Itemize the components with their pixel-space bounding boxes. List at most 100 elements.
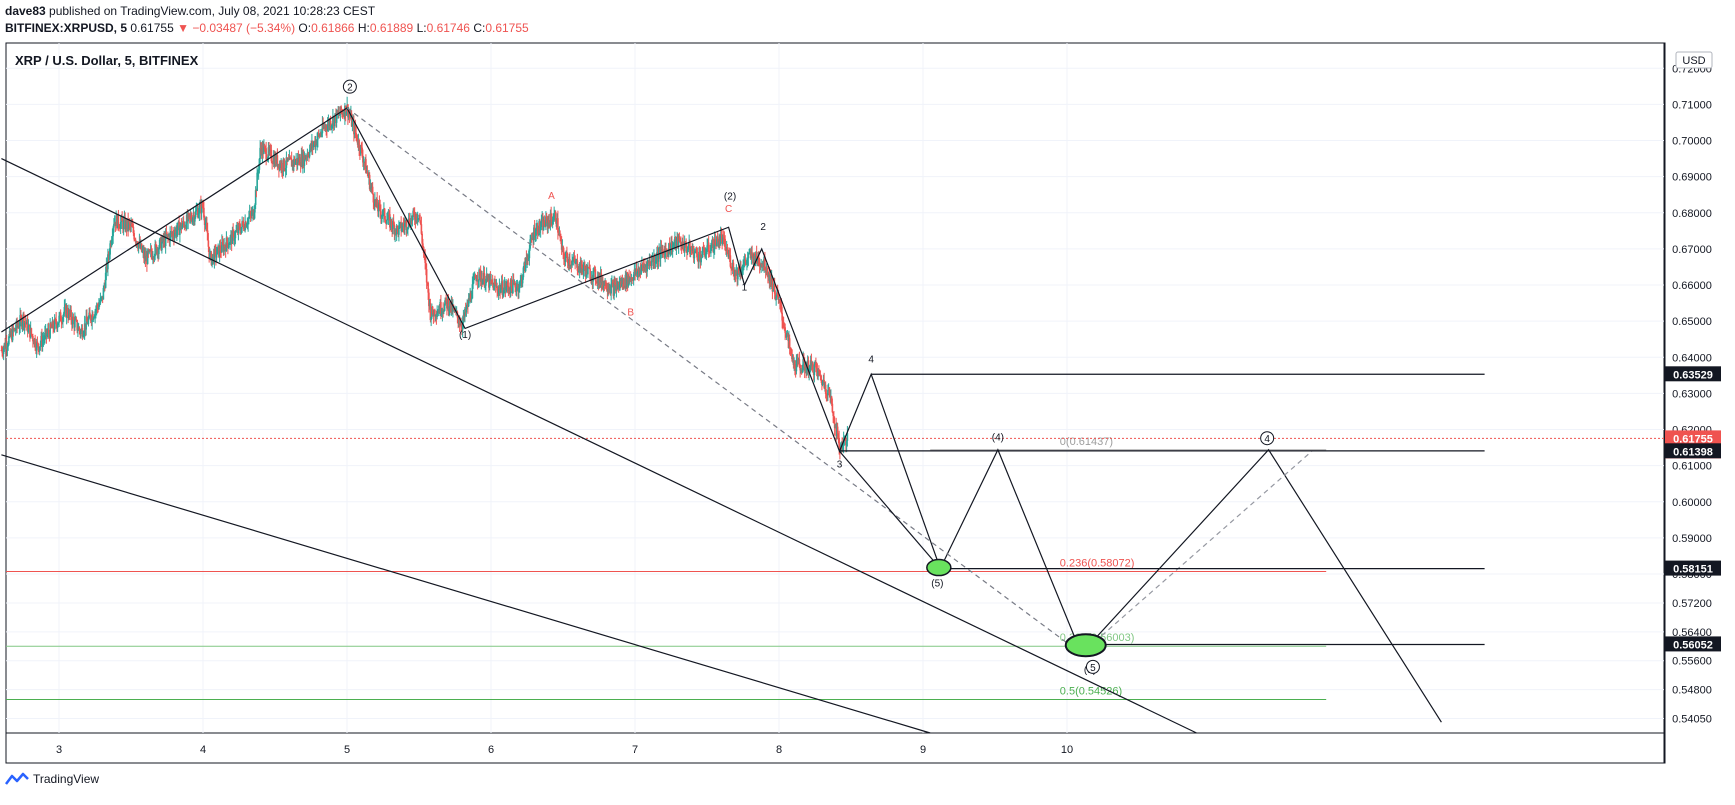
candle-body [830, 396, 833, 404]
candle-body [410, 217, 412, 227]
price-tag-box [1665, 560, 1721, 576]
candle-body [393, 224, 396, 235]
candle-body [505, 286, 507, 290]
wave-label-circle [342, 79, 357, 94]
candle-body [57, 322, 60, 325]
candle-body [799, 364, 801, 371]
candle-body [758, 257, 760, 266]
candle-body [483, 272, 486, 287]
channel-line-lower[interactable] [1, 454, 931, 734]
candle-body [719, 234, 722, 244]
candle-body [482, 279, 484, 285]
target-zone-ellipse[interactable] [1064, 633, 1107, 658]
candle-body [564, 257, 567, 262]
tradingview-logo[interactable]: TradingView [5, 772, 99, 786]
author-name[interactable]: dave83 [5, 4, 46, 18]
elliott-wave-path[interactable] [1, 107, 1442, 723]
candle-body [785, 334, 788, 338]
candle-body [74, 319, 76, 328]
candle-body [563, 251, 565, 259]
candle-body [708, 251, 711, 253]
price-tick-label: 0.57200 [1672, 598, 1712, 610]
candle-body [636, 271, 639, 275]
currency-badge [1675, 51, 1713, 69]
candle-body [341, 112, 344, 115]
candle-body [779, 299, 781, 304]
candle-body [794, 360, 796, 370]
candle-body [405, 221, 408, 230]
candle-body [429, 302, 432, 321]
candle-body [461, 322, 464, 330]
candle-body [239, 225, 241, 231]
candle-body [764, 256, 766, 271]
candle-body [330, 125, 333, 128]
candle-body [797, 357, 799, 360]
candle-body [494, 282, 496, 284]
candle-body [493, 282, 495, 291]
candle-body [153, 256, 156, 259]
candle-body [78, 327, 81, 331]
candle-body [803, 361, 806, 371]
price-tick-label: 0.70000 [1672, 136, 1712, 148]
candle-body [774, 293, 777, 300]
candle-body [650, 260, 653, 266]
candle-body [369, 185, 372, 190]
candle-body [264, 146, 267, 149]
candle-body [56, 324, 59, 328]
candle-body [140, 243, 143, 252]
trend-drawings[interactable] [1, 107, 1485, 734]
fib-retracement[interactable]: 0(0.61437)0.236(0.58072)0.382(0.56003)0.… [6, 436, 1664, 701]
candle-body [113, 223, 115, 228]
wave-connector[interactable] [839, 450, 941, 570]
candle-body [421, 233, 423, 244]
candle-body [635, 268, 638, 275]
candle-body [44, 332, 46, 340]
candle-body [216, 247, 219, 255]
candle-body [646, 262, 648, 272]
candle-body [771, 277, 774, 292]
candle-body [820, 375, 822, 381]
candle-body [281, 162, 283, 172]
channel-line-upper[interactable] [1, 158, 1197, 734]
candle-body [179, 227, 181, 235]
candle-body [234, 231, 237, 239]
candle-body [249, 212, 252, 215]
candle-body [169, 232, 171, 242]
candle-body [557, 232, 560, 236]
candle-body [41, 339, 44, 347]
candle-body [500, 288, 502, 293]
candle-body [317, 133, 319, 140]
candle-body [85, 316, 87, 330]
candle-body [471, 284, 474, 299]
candle-body [325, 125, 327, 129]
candle-body [319, 133, 321, 137]
wave-label: 3 [837, 459, 843, 470]
candle-body [102, 287, 105, 300]
candle-body [685, 242, 687, 248]
candle-body [198, 205, 201, 214]
candle-body [632, 274, 635, 281]
candle-body [340, 106, 342, 113]
candle-body [714, 239, 717, 246]
candle-body [472, 279, 474, 285]
low-label: L: [416, 21, 427, 35]
candle-body [582, 268, 585, 273]
candle-body [467, 297, 470, 307]
candle-body [548, 220, 550, 223]
candle-body [716, 236, 718, 247]
candle-body [653, 256, 656, 264]
candle-body [232, 230, 234, 232]
candle-body [233, 231, 235, 241]
candle-body [782, 322, 785, 327]
candle-body [809, 365, 811, 373]
candle-body [361, 147, 363, 156]
projection-dashed[interactable] [1081, 450, 1313, 654]
target-zone-ellipse[interactable] [926, 558, 952, 577]
candle-body [132, 226, 135, 234]
time-axis[interactable]: 3 4 5 6 7 8 9 10 [56, 744, 1073, 756]
price-axis[interactable]: 0.720000.710000.700000.690000.680000.670… [1672, 63, 1712, 725]
candle-body [208, 246, 210, 259]
price-tick-label: 0.61000 [1672, 461, 1712, 473]
